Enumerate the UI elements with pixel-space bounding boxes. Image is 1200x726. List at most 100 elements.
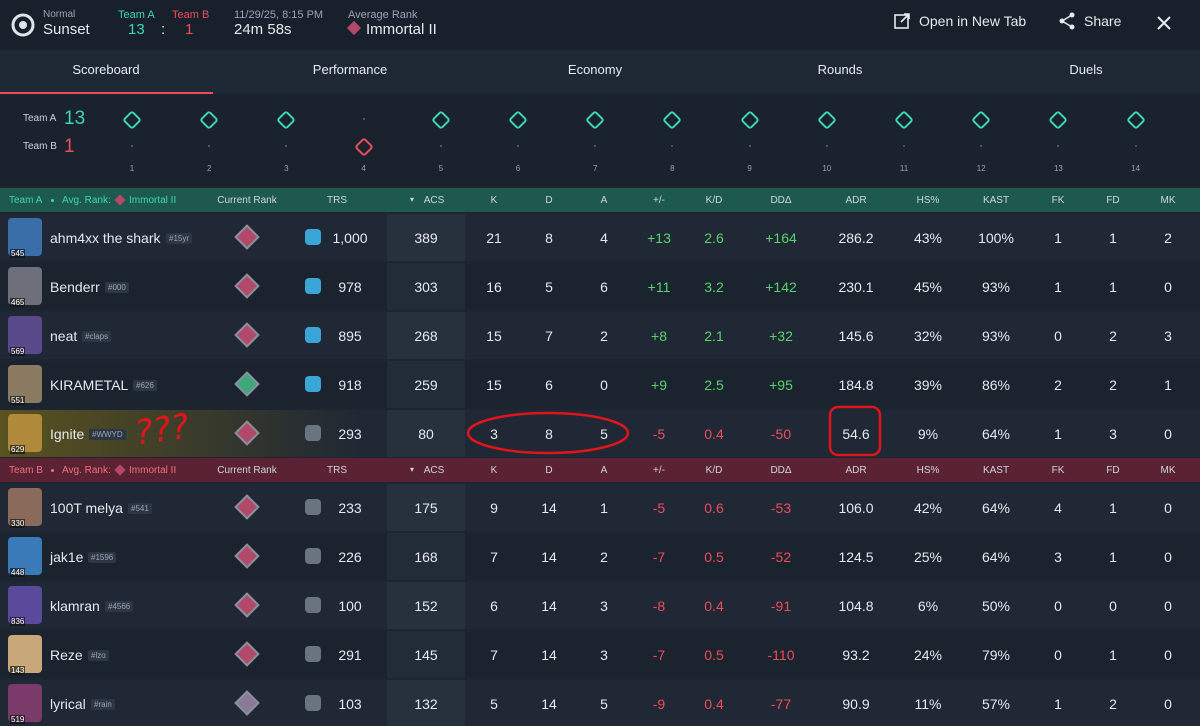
round-dot <box>208 145 211 147</box>
stat-a: 2 <box>600 328 608 344</box>
match-date: 11/29/25, 8:15 PM <box>234 9 324 21</box>
stat-a: 6 <box>600 279 608 295</box>
column-header: MK <box>1160 195 1176 206</box>
open-tab-button[interactable]: Open in New Tab <box>893 12 1026 30</box>
share-icon <box>1059 12 1075 30</box>
external-icon <box>894 13 910 29</box>
round-dot <box>903 145 905 147</box>
stat-trs: 226 <box>338 549 362 565</box>
stat-mk: 3 <box>1164 328 1172 344</box>
stat-adr: 286.2 <box>838 230 874 246</box>
stat-adr: 106.0 <box>838 500 874 516</box>
player-row <box>0 214 1200 261</box>
round-number: 6 <box>515 164 521 173</box>
avg-rank: Immortal II <box>129 465 177 476</box>
sort-arrow: ▾ <box>410 465 415 474</box>
player-row <box>0 582 1200 629</box>
player-level: 143 <box>10 666 26 675</box>
stat-fd: 3 <box>1109 426 1117 442</box>
round-dot <box>362 118 365 120</box>
round-number: 11 <box>899 164 909 173</box>
column-header: D <box>545 195 553 206</box>
stat-kast: 86% <box>981 377 1011 393</box>
stat-acs: 145 <box>414 647 438 663</box>
stat-k: 3 <box>490 426 498 442</box>
stat-fd: 0 <box>1109 598 1117 614</box>
stat-kast: 64% <box>981 426 1011 442</box>
stat-d: 14 <box>541 647 557 663</box>
stat-mk: 0 <box>1164 279 1172 295</box>
tab[interactable]: Economy <box>567 62 623 77</box>
stat-hs: 45% <box>913 279 943 295</box>
duration: 24m 58s <box>234 21 292 38</box>
stat-fk: 1 <box>1054 696 1062 712</box>
trs-icon <box>305 597 321 613</box>
round-number: 5 <box>438 164 444 173</box>
stat-d: 14 <box>541 598 557 614</box>
share-button[interactable]: Share <box>1058 12 1121 30</box>
stat-hs: 25% <box>913 549 943 565</box>
column-header: FK <box>1051 465 1065 476</box>
round-dot <box>980 145 983 147</box>
stat-hs: 39% <box>913 377 943 393</box>
stat-kd: 0.6 <box>704 500 724 516</box>
column-header[interactable]: ACS <box>423 465 445 476</box>
stat-trs: 978 <box>338 279 362 295</box>
stat-kast: 50% <box>981 598 1011 614</box>
round-number: 8 <box>670 164 675 173</box>
stat-dda: -91 <box>770 598 792 614</box>
separator-dot <box>51 469 54 472</box>
stat-k: 15 <box>486 328 502 344</box>
column-header: FD <box>1106 195 1120 206</box>
player-row <box>0 533 1200 580</box>
team-name: Team B <box>9 465 43 476</box>
acs-band <box>387 680 465 726</box>
acs-band <box>387 410 465 457</box>
stat-trs: 895 <box>338 328 362 344</box>
player-name: lyrical <box>50 696 86 712</box>
sort-arrow: ▾ <box>410 195 415 204</box>
stat-kast: 100% <box>978 230 1014 246</box>
player-tag: #rain <box>91 699 115 710</box>
stat-fd: 1 <box>1109 230 1117 246</box>
stat-fk: 2 <box>1054 377 1062 393</box>
stat-pm: +13 <box>647 230 671 246</box>
tab[interactable]: Performance <box>312 62 388 77</box>
stat-mk: 2 <box>1164 230 1172 246</box>
stat-kast: 64% <box>981 549 1011 565</box>
stat-hs: 32% <box>913 328 943 344</box>
stat-a: 1 <box>600 500 608 516</box>
column-header: +/- <box>653 195 665 206</box>
column-header: HS% <box>916 465 940 476</box>
active-tab-underline <box>0 92 213 94</box>
stat-d: 8 <box>545 230 553 246</box>
tab[interactable]: Scoreboard <box>72 62 140 77</box>
stat-d: 6 <box>545 377 553 393</box>
stat-d: 14 <box>541 500 557 516</box>
column-header[interactable]: ACS <box>423 195 445 206</box>
stat-hs: 43% <box>913 230 943 246</box>
player-tag: #000 <box>105 282 129 293</box>
column-header: K <box>490 465 498 476</box>
column-header: KAST <box>982 195 1010 206</box>
column-header: DDΔ <box>770 465 792 476</box>
column-header: +/- <box>653 465 665 476</box>
stat-dda: -50 <box>770 426 792 442</box>
column-header: A <box>600 195 608 206</box>
stat-d: 8 <box>545 426 553 442</box>
stat-d: 14 <box>541 696 557 712</box>
stat-kd: 0.4 <box>704 696 724 712</box>
tab[interactable]: Rounds <box>817 62 863 77</box>
column-header: A <box>600 465 608 476</box>
stat-adr: 124.5 <box>838 549 874 565</box>
close-button[interactable] <box>1156 15 1172 31</box>
team-a-label: Team A <box>23 113 57 124</box>
round-number: 3 <box>284 164 289 173</box>
stat-adr: 145.6 <box>838 328 874 344</box>
tab[interactable]: Duels <box>1069 62 1103 77</box>
trs-icon <box>305 425 321 441</box>
stat-mk: 0 <box>1164 647 1172 663</box>
stat-hs: 6% <box>917 598 939 614</box>
stat-kd: 0.4 <box>704 598 724 614</box>
stat-trs: 103 <box>338 696 362 712</box>
